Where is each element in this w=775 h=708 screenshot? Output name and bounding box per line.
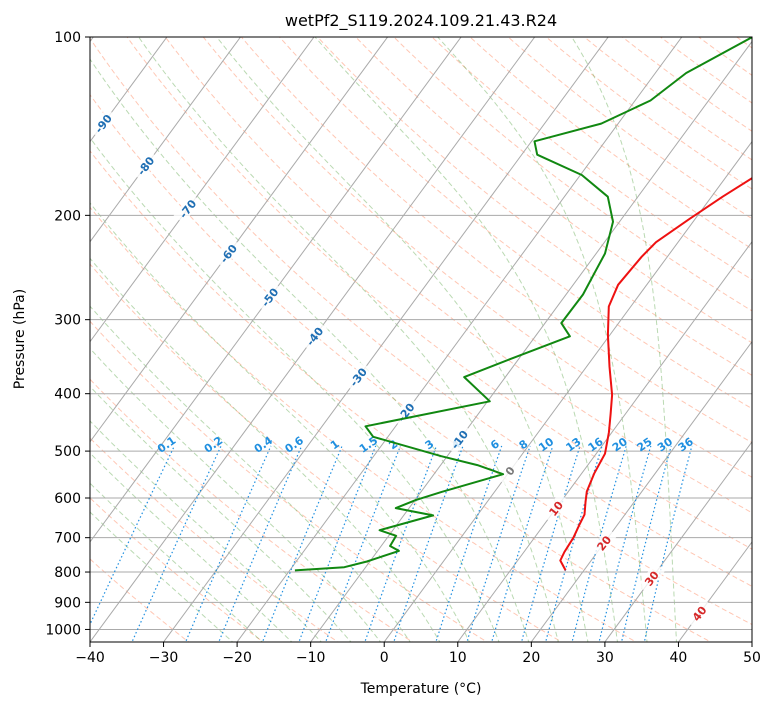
dry-adiabat-line [278, 37, 752, 410]
x-tick-label: 50 [743, 650, 761, 666]
dry-adiabat-line [316, 37, 752, 376]
mixing-ratio-line [620, 445, 672, 642]
mixing-ratio-line [393, 445, 464, 642]
moist-adiabat-line [90, 347, 382, 642]
isotherm-label-bg [255, 281, 284, 313]
chart-title: wetPf2_S119.2024.109.21.43.R24 [285, 11, 557, 31]
isotherm-label-bg [685, 598, 713, 629]
dry-adiabat-line [164, 37, 752, 514]
isotherm-label-bg [131, 150, 160, 181]
y-tick-label: 100 [54, 30, 81, 46]
x-tick-label: −40 [75, 650, 105, 666]
isotherm-line [604, 440, 752, 642]
mixing-ratio-line [298, 445, 377, 642]
y-tick-label: 1000 [45, 622, 81, 638]
isotherm-label-bg [589, 527, 618, 558]
mixing-ratio-line [571, 445, 627, 642]
isotherm-label-bg [344, 361, 372, 392]
x-tick-label: 40 [670, 650, 688, 666]
y-tick-label: 400 [54, 387, 81, 403]
y-tick-label: 900 [54, 595, 81, 611]
x-tick-label: −20 [222, 650, 252, 666]
isotherm-label-bg [173, 193, 202, 224]
dry-adiabat-line [90, 150, 712, 642]
axes: −40 −30 −20 −10 0 10 20 30 40 5010009008007006005… [45, 30, 761, 666]
y-tick-label: 300 [54, 313, 81, 329]
isotherm-line [90, 37, 462, 543]
mixing-ratio-line [131, 445, 222, 642]
x-tick-label: 30 [596, 650, 614, 666]
isotherm-label-bg [541, 493, 570, 524]
isotherm-line [90, 37, 242, 243]
mixing-ratio-line [261, 445, 343, 642]
isotherm-line [162, 37, 609, 642]
mixing-ratio-line [520, 445, 581, 642]
x-tick-label: 0 [380, 650, 389, 666]
mixing-ratio-line [544, 445, 603, 642]
mixing-ratio-line [598, 445, 652, 642]
isotherm-label-bg [445, 424, 473, 455]
dry-adiabat-line [90, 37, 752, 587]
dry-adiabat-line [202, 37, 752, 478]
x-tick-label: 10 [449, 650, 467, 666]
y-tick-label: 700 [54, 531, 81, 547]
isotherm-label-bg [495, 455, 524, 486]
y-tick-label: 600 [54, 491, 81, 507]
isotherm-label: 0 [495, 455, 524, 486]
isotherm-label-bg [300, 320, 329, 352]
x-tick-label: 20 [522, 650, 540, 666]
isotherm-label-bg [90, 108, 117, 139]
y-tick-label: 500 [54, 444, 81, 460]
mixing-ratio-line [466, 445, 531, 642]
y-axis-title: Pressure (hPa) [12, 289, 28, 389]
x-tick-label: −10 [296, 650, 326, 666]
isotherm-line [383, 140, 752, 642]
mixing-ratio-line [435, 445, 503, 642]
plot-frame [89, 36, 753, 643]
isotherm-line [90, 37, 315, 343]
isotherm-label-bg [214, 238, 242, 269]
isotherm-label-bg [637, 563, 665, 594]
y-tick-label: 200 [54, 208, 81, 224]
y-tick-label: 800 [54, 565, 81, 581]
isotherm-line [457, 240, 752, 642]
mixing-ratio-line [491, 445, 554, 642]
isotherm-line [90, 37, 389, 443]
temperature-profile-line [559, 176, 752, 571]
x-axis-title: Temperature (°C) [360, 681, 482, 697]
x-tick-label: −30 [149, 650, 179, 666]
moist-adiabat-line [90, 136, 500, 642]
isotherm-line [236, 37, 683, 642]
mixing-ratio-line [643, 445, 693, 642]
mixing-ratio-line [90, 445, 175, 626]
isotherm-line [310, 40, 752, 642]
